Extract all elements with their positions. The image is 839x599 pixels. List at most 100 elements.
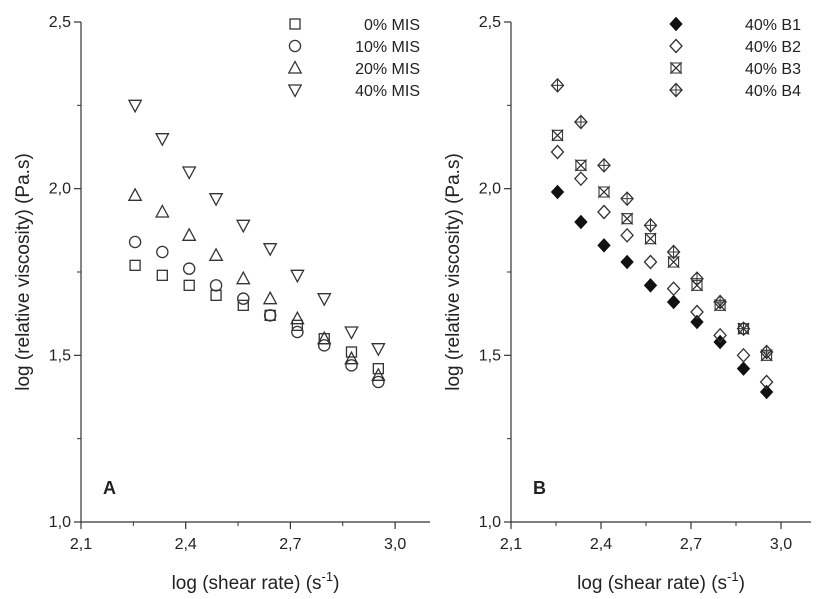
data-point (643, 278, 658, 293)
legend-label: 40% B1 (745, 17, 801, 34)
data-point (597, 157, 611, 173)
data-point (155, 204, 170, 218)
data-point (620, 254, 634, 270)
legend-marker (289, 18, 301, 30)
data-point (759, 374, 774, 390)
data-point (129, 259, 141, 271)
data-point (209, 279, 223, 292)
data-point (620, 227, 634, 243)
data-point (690, 271, 704, 287)
series-4 (550, 77, 774, 360)
data-point (574, 114, 588, 130)
data-point (736, 347, 751, 363)
data-point (291, 319, 304, 331)
x-tick-label: 2,7 (680, 536, 702, 553)
data-point (643, 254, 658, 270)
data-point (344, 350, 359, 365)
legend-label: 40% B3 (745, 61, 801, 78)
data-point (550, 144, 565, 160)
legend-marker (287, 60, 303, 74)
panel-label: A (103, 478, 116, 498)
data-point (237, 292, 250, 305)
data-point (372, 375, 385, 389)
series-3 (127, 187, 386, 381)
legend-marker (669, 16, 683, 32)
series-4 (127, 99, 386, 357)
data-point (318, 339, 331, 352)
series-3 (551, 129, 773, 362)
x-tick-label: 2,1 (70, 536, 92, 553)
data-point (713, 327, 727, 343)
data-point (690, 314, 704, 330)
data-point (550, 77, 565, 93)
legend-marker (669, 82, 683, 98)
data-point (237, 299, 249, 311)
data-point (235, 219, 251, 234)
x-tick-label: 3,0 (770, 536, 792, 553)
data-point (644, 232, 657, 245)
data-point (551, 129, 564, 142)
data-point (316, 330, 332, 345)
data-point (290, 269, 305, 284)
data-point (127, 99, 143, 114)
data-point (182, 262, 196, 275)
legend-label: 40% B2 (745, 39, 801, 56)
data-point (597, 238, 611, 253)
y-axis-title: log (relative viscosity) (Pa.s) (443, 153, 464, 391)
data-point (291, 325, 304, 339)
data-point (181, 166, 197, 180)
y-tick-label: 1,5 (479, 347, 501, 364)
legend: 40% B1 40% B2 40% B3 40% B4 (669, 16, 801, 100)
data-point (574, 159, 588, 172)
y-axis-title: log (relative viscosity) (Pa.s) (13, 153, 34, 391)
legend-marker (669, 38, 683, 54)
legend-marker (288, 39, 302, 53)
legend-label: 20% MIS (355, 61, 420, 78)
data-point (156, 269, 168, 281)
data-point (597, 185, 611, 199)
x-tick-label: 2,4 (175, 536, 197, 553)
data-point (643, 217, 658, 233)
data-point (345, 359, 358, 372)
data-point (208, 247, 224, 261)
panel-a: 1,0 1,5 2,0 2,5 2,1 2,4 2,7 3,0 log (shear rate)… (13, 14, 430, 594)
data-point (155, 133, 170, 147)
x-axis-title: log (shear rate) (s-1) (577, 569, 745, 594)
y-tick-label: 1,0 (479, 514, 501, 531)
data-point (371, 343, 386, 357)
data-point (235, 270, 251, 285)
data-point (263, 309, 277, 322)
data-point (550, 184, 565, 200)
series-2 (550, 144, 774, 390)
data-point (316, 293, 332, 307)
x-axis-title: log (shear rate) (s-1) (172, 569, 340, 594)
data-point (262, 290, 278, 305)
data-point (290, 310, 305, 325)
data-point (713, 294, 727, 310)
data-point (156, 245, 169, 259)
data-point (127, 187, 143, 201)
data-point (372, 363, 384, 375)
data-point (264, 309, 276, 321)
data-point (345, 346, 358, 358)
data-point (759, 344, 774, 360)
data-point (759, 384, 774, 400)
x-tick-label: 2,1 (500, 536, 522, 553)
data-point (666, 294, 681, 310)
y-tick-label: 2,5 (49, 14, 71, 31)
data-point (574, 171, 588, 187)
data-point (620, 212, 634, 225)
data-point (736, 361, 751, 376)
data-point (597, 204, 611, 220)
x-tick-label: 3,0 (384, 536, 406, 553)
legend-marker (669, 61, 683, 75)
y-tick-label: 2,0 (479, 181, 501, 198)
data-point (574, 214, 588, 230)
data-point (128, 235, 142, 249)
data-point (690, 304, 704, 320)
legend-label: 40% B4 (745, 83, 801, 100)
data-point (620, 191, 634, 207)
series-2 (128, 235, 385, 389)
x-tick-label: 2,7 (279, 536, 301, 553)
